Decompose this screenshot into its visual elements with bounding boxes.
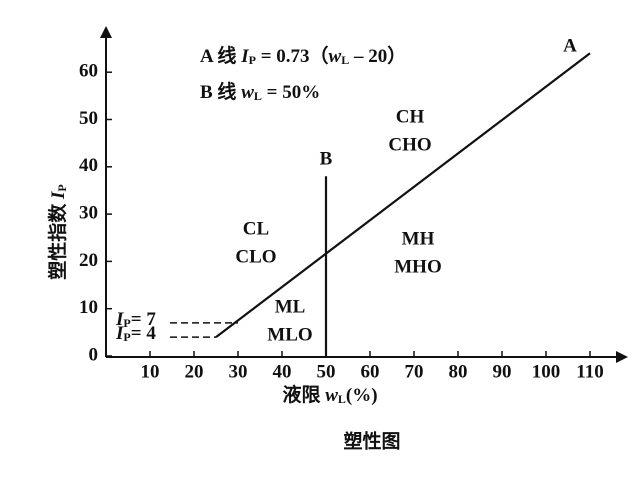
region-label: MH	[402, 228, 435, 249]
note: A 线 IP = 0.73（wL – 20）	[200, 44, 406, 67]
ref-label: IP= 4	[115, 323, 156, 344]
x-tick-label: 80	[449, 361, 468, 382]
text-part: = 4	[131, 323, 157, 344]
y-tick-label: 60	[79, 61, 98, 82]
ref-label: IP= 7	[115, 309, 156, 330]
text-part: I	[240, 46, 249, 67]
text-part: L	[341, 53, 349, 67]
y-axis-label: 塑性指数 IP	[46, 184, 69, 280]
series-line	[215, 52, 591, 338]
text-part: I	[115, 309, 124, 330]
text-part: w	[329, 46, 342, 67]
text-part: I	[48, 191, 69, 200]
x-tick-label: 30	[229, 361, 248, 382]
x-tick-label: 20	[185, 361, 204, 382]
text-part: L	[338, 392, 346, 406]
region-label: ML	[275, 296, 306, 317]
x-tick-label: 100	[532, 361, 561, 382]
y-tick-label: 30	[79, 202, 98, 223]
x-tick-label: 70	[405, 361, 424, 382]
text-part: A 线	[200, 44, 241, 67]
text-part: P	[55, 184, 69, 191]
y-tick-label: 40	[79, 155, 98, 176]
series-label: B	[320, 149, 333, 170]
series-label: A	[563, 36, 577, 57]
y-tick-label: 20	[79, 250, 98, 271]
x-tick-label: 10	[141, 361, 160, 382]
text-part: P	[123, 316, 130, 330]
region-label: MLO	[267, 324, 312, 345]
x-tick-label: 40	[273, 361, 292, 382]
x-tick-label: 90	[493, 361, 512, 382]
text-part: w	[325, 385, 338, 406]
text-part: = 50%	[262, 82, 320, 103]
text-part: 塑性指数	[46, 199, 69, 280]
text-part: 液限	[282, 383, 325, 406]
text-part: P	[123, 330, 130, 344]
x-axis-label: 液限 wL(%)	[282, 383, 377, 406]
y-tick-label: 10	[79, 297, 98, 318]
text-part: = 0.73（	[256, 44, 329, 67]
region-label: CL	[243, 218, 269, 239]
caption: 塑性图	[343, 429, 400, 452]
note: B 线 wL = 50%	[200, 80, 320, 103]
text-part: I	[115, 323, 124, 344]
text-part: w	[241, 82, 254, 103]
text-part: L	[254, 89, 262, 103]
region-label: MHO	[394, 256, 442, 277]
text-part: (%)	[346, 385, 378, 406]
y-tick-label: 50	[79, 108, 98, 129]
x-tick-label: 110	[576, 361, 603, 382]
x-arrow	[616, 351, 628, 363]
y-arrow	[100, 26, 112, 38]
region-label: CLO	[235, 246, 276, 267]
region-label: CH	[396, 106, 425, 127]
text-part: – 20）	[349, 44, 406, 67]
y-tick-label: 0	[89, 344, 99, 365]
region-label: CHO	[388, 134, 431, 155]
text-part: P	[249, 53, 256, 67]
text-part: = 7	[131, 309, 157, 330]
x-tick-label: 50	[317, 361, 336, 382]
x-tick-label: 60	[361, 361, 380, 382]
text-part: B 线	[200, 80, 241, 103]
